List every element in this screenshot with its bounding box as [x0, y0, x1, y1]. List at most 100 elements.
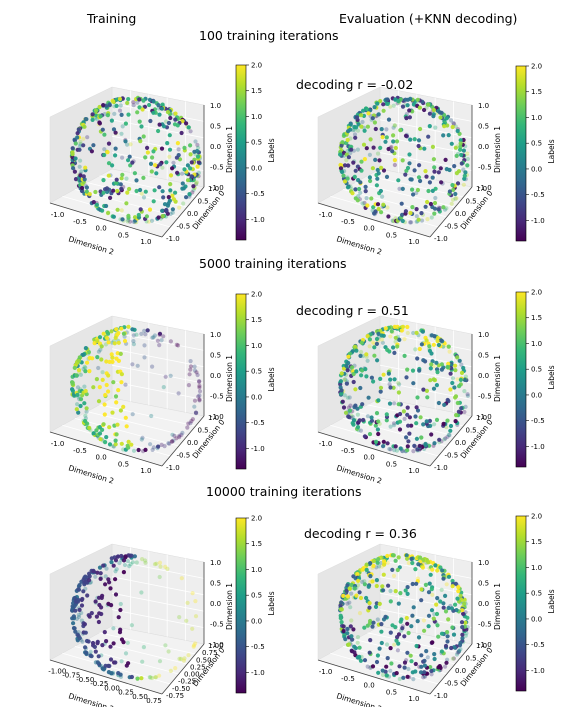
scatter-point — [427, 111, 432, 116]
colorbar-label: Labels — [547, 139, 556, 163]
scatter-point — [366, 111, 371, 116]
scatter-point — [116, 358, 121, 363]
scatter-point — [70, 388, 75, 393]
scatter-point — [379, 629, 384, 634]
scatter-point — [358, 595, 364, 601]
scatter-point — [366, 395, 371, 400]
scatter-point — [107, 425, 112, 430]
scatter-point — [159, 106, 165, 111]
scatter-point — [410, 581, 415, 587]
scatter-point — [435, 623, 440, 628]
scatter-point — [453, 395, 458, 400]
scatter-point — [449, 201, 454, 206]
x-tick-label: -0.5 — [341, 218, 355, 226]
scatter-point — [166, 195, 171, 200]
scatter-point — [430, 359, 435, 364]
scatter-point — [450, 656, 456, 661]
scatter-point — [419, 218, 425, 223]
scatter-point — [109, 352, 114, 357]
scatter-point — [434, 360, 439, 365]
scatter-point — [107, 103, 112, 108]
scatter-point — [432, 441, 437, 446]
scatter-point — [458, 640, 463, 646]
scatter-point — [409, 423, 414, 428]
scatter-point — [385, 101, 390, 106]
z-axis-label: Dimension 1 — [493, 355, 502, 402]
scatter-point — [110, 355, 115, 360]
scatter-point — [398, 128, 403, 133]
z-axis-label: Dimension 1 — [225, 126, 234, 173]
grid-line — [62, 195, 171, 228]
scatter-point — [109, 560, 114, 565]
scatter-point — [405, 448, 410, 453]
scatter-point — [445, 630, 450, 635]
scatter-point — [170, 210, 175, 215]
x-tick-label: 0.5 — [118, 231, 129, 239]
scatter-point — [115, 422, 120, 427]
scatter-point — [339, 371, 344, 376]
scatter-point — [114, 327, 119, 332]
scatter-point — [192, 149, 197, 154]
scatter-point — [83, 346, 88, 351]
scatter-point — [430, 640, 435, 645]
scatter-point — [458, 647, 463, 652]
scatter-point — [376, 171, 381, 176]
scatter-point — [95, 570, 100, 575]
scatter-point — [407, 108, 412, 113]
scatter-point — [81, 174, 86, 179]
scatter-point — [188, 152, 193, 157]
colorbar-tick-label: 1.5 — [531, 538, 542, 546]
scatter-point — [442, 124, 447, 129]
scatter-point — [152, 562, 158, 567]
colorbar: 2.0 1.5 1.0 0.5 0.0 -0.5 -1.0 Labels — [515, 289, 556, 468]
scatter-point — [341, 173, 346, 178]
scatter-point — [97, 565, 103, 570]
scatter-point — [388, 334, 393, 339]
scatter-point — [431, 107, 436, 113]
scatter-point — [419, 653, 424, 658]
scatter-point — [350, 349, 355, 354]
x-tick-label: -1.0 — [319, 211, 333, 219]
scatter-point — [188, 166, 193, 171]
scatter-point — [100, 377, 105, 382]
scatter-point — [423, 169, 428, 174]
scatter-point — [370, 664, 376, 669]
scatter-point — [111, 127, 117, 132]
scatter-point — [77, 583, 82, 588]
scatter-point — [360, 567, 365, 572]
scatter-point — [74, 407, 79, 412]
scatter-point — [123, 415, 128, 420]
scatter-point — [143, 447, 148, 452]
x-tick-label: 0.75 — [146, 697, 162, 705]
scatter-point — [400, 218, 405, 224]
scatter-point — [451, 656, 456, 661]
colorbar-tick-label: -1.0 — [531, 443, 545, 451]
scatter-point — [349, 634, 354, 639]
scatter-point — [358, 190, 363, 195]
grid-line — [379, 103, 473, 122]
scatter-point — [156, 444, 161, 449]
scatter-point — [453, 191, 458, 197]
scatter-point — [102, 152, 107, 158]
scatter-point — [149, 169, 154, 174]
scatter-point — [190, 417, 195, 422]
scatter-point — [425, 217, 430, 222]
scatter-point — [362, 582, 367, 587]
scatter-point — [374, 659, 380, 665]
scatter-point — [87, 578, 92, 583]
scatter-point — [111, 641, 116, 646]
colorbar-gradient — [515, 515, 527, 692]
y-tick-label: -0.25 — [178, 678, 196, 686]
scatter-point — [380, 194, 385, 199]
scatter-point — [181, 658, 186, 663]
scatter-point — [449, 645, 454, 651]
scatter-point — [367, 432, 373, 437]
scatter-point — [431, 377, 436, 382]
scatter-point — [111, 188, 116, 193]
scatter-point — [362, 434, 367, 439]
scatter-point — [78, 173, 83, 178]
scatter-point — [415, 408, 421, 413]
y-tick-label: -1.0 — [434, 235, 448, 243]
scatter-point — [106, 373, 111, 378]
scatter-point — [72, 365, 77, 370]
